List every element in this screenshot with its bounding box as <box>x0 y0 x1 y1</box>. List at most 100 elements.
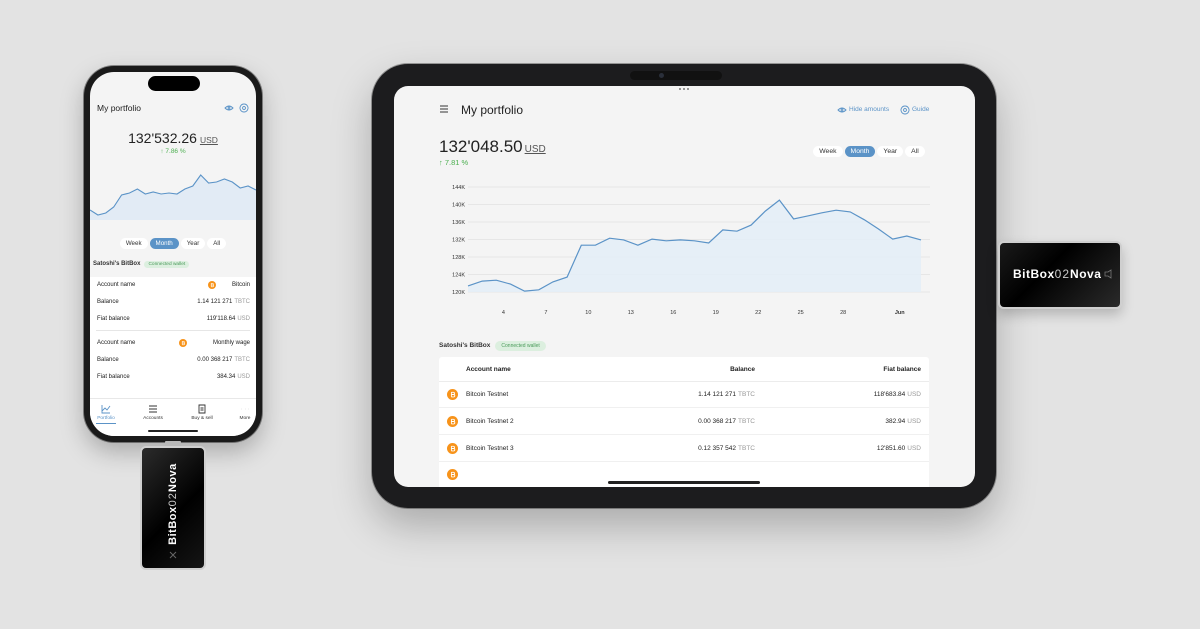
accounts-card: Account name Bitcoin Balance 1.14 121 271 TB… <box>90 277 256 398</box>
nav-icon[interactable] <box>240 404 250 414</box>
x-tick-label: 25 <box>798 310 804 316</box>
unit: TBTC <box>234 299 250 305</box>
fiat-balance: 118'683.84 <box>873 391 906 398</box>
x-tick-label: 19 <box>713 310 719 316</box>
period-button[interactable]: Year <box>877 146 904 157</box>
coin-icon <box>447 443 458 454</box>
fiat-balance: 12'851.60 <box>876 445 906 452</box>
value-text: 119'118.64 <box>206 316 236 322</box>
period-button[interactable]: Year <box>180 238 206 249</box>
period-button[interactable]: Week <box>813 146 843 157</box>
coin-icon <box>447 469 458 480</box>
coin-symbol <box>450 418 456 425</box>
row-divider <box>439 461 929 462</box>
wallet-status: Connected wallet <box>144 261 190 268</box>
hide-amounts-icon-shape <box>837 107 847 113</box>
table-header: Fiat balance <box>883 366 921 373</box>
usb-connector <box>165 441 181 448</box>
chart-line <box>467 199 922 292</box>
nav-label[interactable]: Buy & sell <box>191 416 213 421</box>
row-label: Fiat balance <box>97 316 130 322</box>
menu-icon-shape <box>440 105 448 113</box>
account-name[interactable]: Bitcoin Testnet <box>466 391 509 398</box>
bitbox-device-vertical <box>140 446 206 570</box>
nav-icon[interactable] <box>101 404 111 414</box>
nav-icon-shape <box>198 404 206 414</box>
account-name[interactable]: Bitcoin Testnet 3 <box>466 445 514 452</box>
row-label: Account name <box>97 282 136 288</box>
period-button[interactable]: All <box>207 238 227 249</box>
hide-amounts-icon[interactable] <box>224 104 234 112</box>
account-name[interactable]: Bitcoin Testnet 2 <box>466 418 514 425</box>
nav-underline <box>96 423 116 424</box>
value-text: 384.34 <box>216 374 236 380</box>
change: ↑ 7.86 % <box>160 148 186 155</box>
change: ↑ 7.81 % <box>439 158 469 167</box>
portfolio-total: 132'048.50 USD <box>439 137 546 157</box>
bitbox-device-label: BitBox02Nova <box>1013 267 1101 281</box>
nav-icon[interactable] <box>148 404 158 414</box>
menu-icon[interactable] <box>439 105 449 113</box>
x-tick-label: 7 <box>544 310 547 316</box>
device-name-part: 02 <box>1054 267 1071 281</box>
y-tick-label: 120K <box>452 290 465 296</box>
row-value: Monthly wage <box>213 340 250 346</box>
device-name-part: BitBox <box>167 506 179 545</box>
period-button[interactable]: Week <box>119 238 148 249</box>
x-tick-label: Jun <box>895 310 905 316</box>
row-label: Account name <box>97 340 136 346</box>
coin-symbol <box>181 341 185 346</box>
guide-icon[interactable] <box>239 103 249 113</box>
nav-label[interactable]: Accounts <box>143 416 163 421</box>
accounts-table: Account name Balance Fiat balance Bitcoin T… <box>439 357 929 487</box>
bottom-nav: Portfolio Accounts Buy & sell More <box>90 398 256 436</box>
device-name-part: BitBox <box>1013 267 1055 281</box>
wallet-header: Satoshi's BitBox Connected wallet <box>439 341 546 351</box>
coin-symbol <box>450 471 456 478</box>
bitbox-device-icon <box>1104 269 1112 279</box>
home-indicator <box>608 481 760 484</box>
bitbox-device-label: BitBox02Nova <box>167 444 179 564</box>
total-currency: USD <box>199 135 218 145</box>
hide-amounts-icon[interactable] <box>837 106 847 114</box>
guide[interactable]: Guide <box>912 106 930 113</box>
y-tick-label: 128K <box>452 255 465 261</box>
row-value: Bitcoin <box>232 282 250 288</box>
nav-icon[interactable] <box>197 404 207 414</box>
unit: USD <box>907 391 921 398</box>
row-value: 384.34 USD <box>217 374 250 380</box>
period-selector: Week Month Year All <box>90 232 256 250</box>
nav-icon-shape <box>101 405 111 414</box>
period-button[interactable]: All <box>905 146 925 157</box>
unit: USD <box>907 445 921 452</box>
total-amount: 132'048.50 <box>439 137 523 156</box>
row-label: Balance <box>97 299 119 305</box>
unit: TBTC <box>738 418 755 425</box>
device-name-part: 02 <box>167 492 179 507</box>
chart-area <box>468 200 921 292</box>
table-header: Account name <box>466 366 511 373</box>
row-divider <box>439 434 929 435</box>
y-tick-label: 132K <box>452 238 465 244</box>
nav-label[interactable]: Portfolio <box>97 416 115 421</box>
period-button[interactable]: Month <box>149 238 179 249</box>
unit: USD <box>237 374 250 380</box>
nav-label[interactable]: More <box>239 416 251 421</box>
device-name-part: Nova <box>167 463 179 493</box>
divider <box>96 330 250 331</box>
tablet-camera <box>659 73 664 78</box>
multitask-dots <box>678 88 690 90</box>
coin-symbol <box>210 283 214 288</box>
page-title: My portfolio <box>461 103 524 117</box>
page-title: My portfolio <box>97 103 141 113</box>
unit: USD <box>237 316 250 322</box>
coin-icon <box>447 416 458 427</box>
period-button[interactable]: Month <box>844 146 876 157</box>
guide-icon[interactable] <box>900 105 910 115</box>
x-tick-label: 13 <box>628 310 634 316</box>
balance: 0.00 368 217 <box>698 418 737 425</box>
device-name-part: Nova <box>1070 267 1102 281</box>
chart-line <box>90 174 256 216</box>
hide-amounts[interactable]: Hide amounts <box>849 106 890 113</box>
